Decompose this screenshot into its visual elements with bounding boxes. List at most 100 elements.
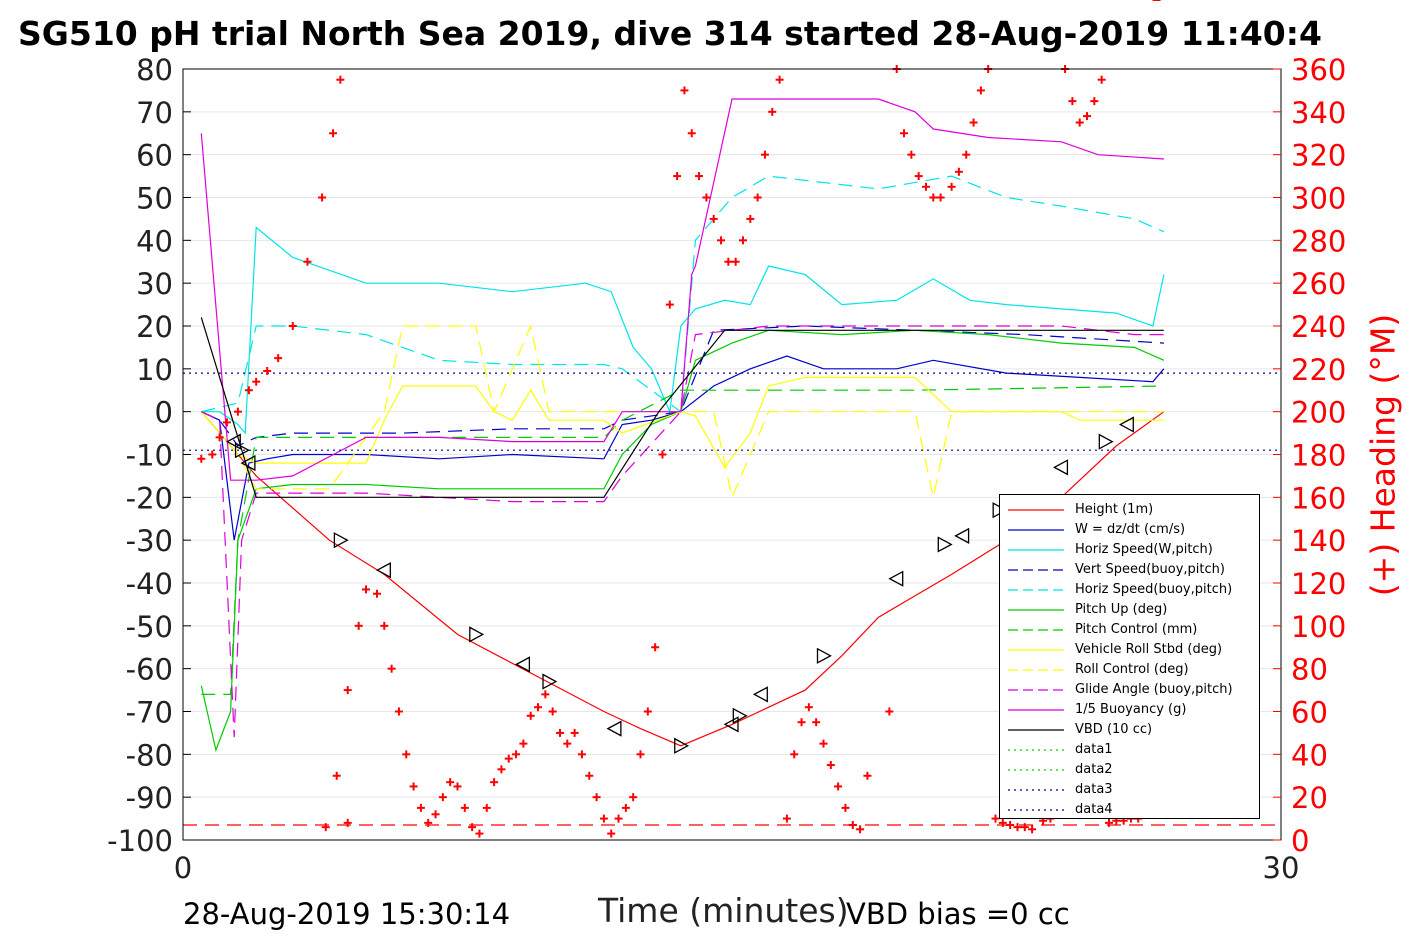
- heading-point: [332, 771, 341, 780]
- heading-point: [687, 129, 696, 138]
- legend-item: 1/5 Buoyancy (g): [1000, 700, 1259, 720]
- legend-label: Roll Control (deg): [1075, 662, 1189, 677]
- heading-point: [607, 829, 616, 838]
- legend-label: data2: [1075, 762, 1113, 777]
- heading-point: [497, 765, 506, 774]
- series-line-10: [200, 98, 1164, 481]
- y-right-tick-label: 160: [1291, 481, 1346, 515]
- heading-point: [343, 818, 352, 827]
- heading-point: [460, 803, 469, 812]
- heading-point: [695, 172, 704, 181]
- legend-swatch: [1008, 669, 1064, 671]
- heading-point: [969, 118, 978, 127]
- heading-point: [782, 814, 791, 823]
- y-tick-label: -100: [107, 824, 173, 858]
- y-tick-label: -20: [126, 481, 173, 515]
- heading-point: [336, 75, 345, 84]
- legend-label: data4: [1075, 802, 1113, 817]
- y-tick-label: 50: [136, 182, 173, 216]
- triangle-marker: [542, 673, 558, 690]
- heading-point: [263, 366, 272, 375]
- triangle-marker: [1053, 459, 1069, 476]
- legend-label: data3: [1075, 782, 1113, 797]
- timestamp-footer: 28-Aug-2019 15:30:14: [183, 897, 511, 931]
- heading-point: [731, 257, 740, 266]
- heading-point: [592, 793, 601, 802]
- heading-point: [629, 793, 638, 802]
- y-right-tick-label: 360: [1291, 53, 1346, 87]
- heading-point: [724, 257, 733, 266]
- triangle-marker: [225, 433, 241, 450]
- y-right-tick-label: 200: [1291, 396, 1346, 430]
- legend-item: W = dz/dt (cm/s): [1000, 520, 1259, 540]
- heading-point: [929, 193, 938, 202]
- heading-point: [354, 621, 363, 630]
- heading-point: [303, 257, 312, 266]
- heading-point: [548, 707, 557, 716]
- y-tick-label: 60: [136, 139, 173, 173]
- heading-point: [921, 182, 930, 191]
- heading-point: [585, 771, 594, 780]
- heading-point: [555, 728, 564, 737]
- heading-point: [1006, 821, 1015, 830]
- legend-swatch: [1008, 609, 1064, 611]
- heading-point: [848, 821, 857, 830]
- heading-point: [673, 172, 682, 181]
- triangle-marker: [234, 442, 250, 459]
- heading-point: [197, 454, 206, 463]
- heading-point: [1083, 112, 1092, 121]
- heading-point: [753, 193, 762, 202]
- heading-point: [215, 433, 224, 442]
- heading-point: [621, 803, 630, 812]
- y-right-tick-label: 100: [1291, 610, 1346, 644]
- vbd-bias-footer: VBD bias =0 cc: [846, 897, 1070, 931]
- triangle-marker: [732, 707, 748, 724]
- heading-point: [343, 686, 352, 695]
- heading-point: [680, 86, 689, 95]
- heading-point: [387, 664, 396, 673]
- heading-point: [252, 377, 261, 386]
- heading-point: [490, 778, 499, 787]
- triangle-marker: [752, 686, 768, 703]
- heading-point: [446, 778, 455, 787]
- legend-item: Horiz Speed(W,pitch): [1000, 540, 1259, 560]
- legend-item: Height (1m): [1000, 500, 1259, 520]
- heading-point: [482, 803, 491, 812]
- heading-point: [409, 782, 418, 791]
- triangle-marker: [1098, 433, 1114, 450]
- y-tick-label: 30: [136, 267, 173, 301]
- series-line-9: [201, 325, 1164, 738]
- y-tick-label: 0: [155, 396, 173, 430]
- heading-point: [760, 150, 769, 159]
- heading-point: [947, 182, 956, 191]
- heading-point: [468, 823, 477, 832]
- heading-point: [936, 193, 945, 202]
- y-right-tick-label: 120: [1291, 567, 1346, 601]
- series-line-11: [200, 317, 1164, 498]
- heading-point: [416, 803, 425, 812]
- legend-item: Pitch Control (mm): [1000, 620, 1259, 640]
- heading-point: [834, 782, 843, 791]
- legend-swatch: [1008, 689, 1064, 691]
- heading-point: [636, 750, 645, 759]
- y-right-tick-label: 60: [1291, 696, 1328, 730]
- heading-point: [504, 754, 513, 763]
- y-right-tick-label: 80: [1291, 653, 1328, 687]
- y-right-tick-label: 300: [1291, 182, 1346, 216]
- y-tick-label: 20: [136, 310, 173, 344]
- heading-point: [453, 782, 462, 791]
- y-right-tick-label: 340: [1291, 96, 1346, 130]
- legend-item: data2: [1000, 760, 1259, 780]
- legend-item: Pitch Up (deg): [1000, 600, 1259, 620]
- triangle-marker: [1118, 416, 1134, 433]
- legend-item: VBD (10 cc): [1000, 720, 1259, 740]
- y-tick-label: -60: [126, 653, 173, 687]
- legend-label: 1/5 Buoyancy (g): [1075, 702, 1187, 717]
- legend-item: Roll Control (deg): [1000, 660, 1259, 680]
- heading-point: [208, 450, 217, 459]
- triangle-marker: [937, 536, 953, 553]
- heading-point: [526, 711, 535, 720]
- heading-point: [222, 418, 231, 427]
- heading-point: [570, 728, 579, 737]
- y-tick-label: 10: [136, 353, 173, 387]
